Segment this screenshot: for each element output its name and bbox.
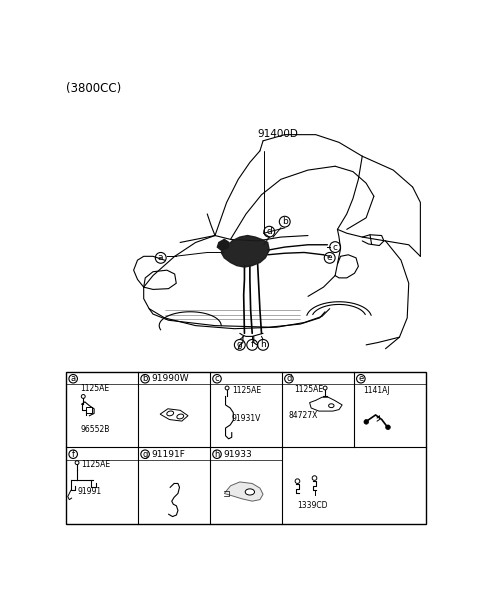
Circle shape — [364, 420, 369, 424]
Text: h: h — [260, 340, 266, 349]
Bar — [66, 372, 426, 524]
Polygon shape — [221, 235, 269, 267]
Text: 91400D: 91400D — [258, 129, 299, 138]
Text: 1125AE: 1125AE — [80, 384, 109, 393]
Text: a: a — [71, 374, 76, 383]
Text: d: d — [286, 374, 292, 383]
Text: 1125AE: 1125AE — [82, 460, 111, 468]
Text: (3800CC): (3800CC) — [66, 82, 121, 95]
Text: b: b — [282, 217, 288, 226]
Bar — [85, 407, 92, 414]
Text: d: d — [266, 227, 272, 236]
Text: 91931V: 91931V — [232, 414, 261, 423]
Text: f: f — [72, 450, 75, 459]
Polygon shape — [224, 482, 263, 501]
Ellipse shape — [245, 489, 254, 495]
Text: h: h — [215, 450, 220, 459]
Text: 84727X: 84727X — [288, 411, 318, 420]
Polygon shape — [217, 240, 229, 250]
Text: 1125AE: 1125AE — [232, 386, 261, 395]
Text: e: e — [358, 374, 363, 383]
Text: a: a — [158, 253, 164, 262]
Text: b: b — [143, 374, 148, 383]
Text: f: f — [251, 340, 254, 349]
Text: g: g — [237, 340, 243, 349]
Text: 91991: 91991 — [78, 488, 102, 496]
Text: 96552B: 96552B — [80, 425, 109, 434]
Text: c: c — [333, 243, 337, 252]
Text: 1339CD: 1339CD — [298, 501, 328, 510]
Text: e: e — [327, 253, 333, 262]
Text: 1125AE: 1125AE — [294, 385, 324, 394]
Text: 91990W: 91990W — [151, 374, 189, 383]
Circle shape — [385, 425, 390, 430]
Text: 91191F: 91191F — [151, 450, 185, 459]
Text: g: g — [143, 450, 148, 459]
Text: 91933: 91933 — [223, 450, 252, 459]
Text: c: c — [215, 374, 219, 383]
Text: 1141AJ: 1141AJ — [363, 386, 390, 395]
